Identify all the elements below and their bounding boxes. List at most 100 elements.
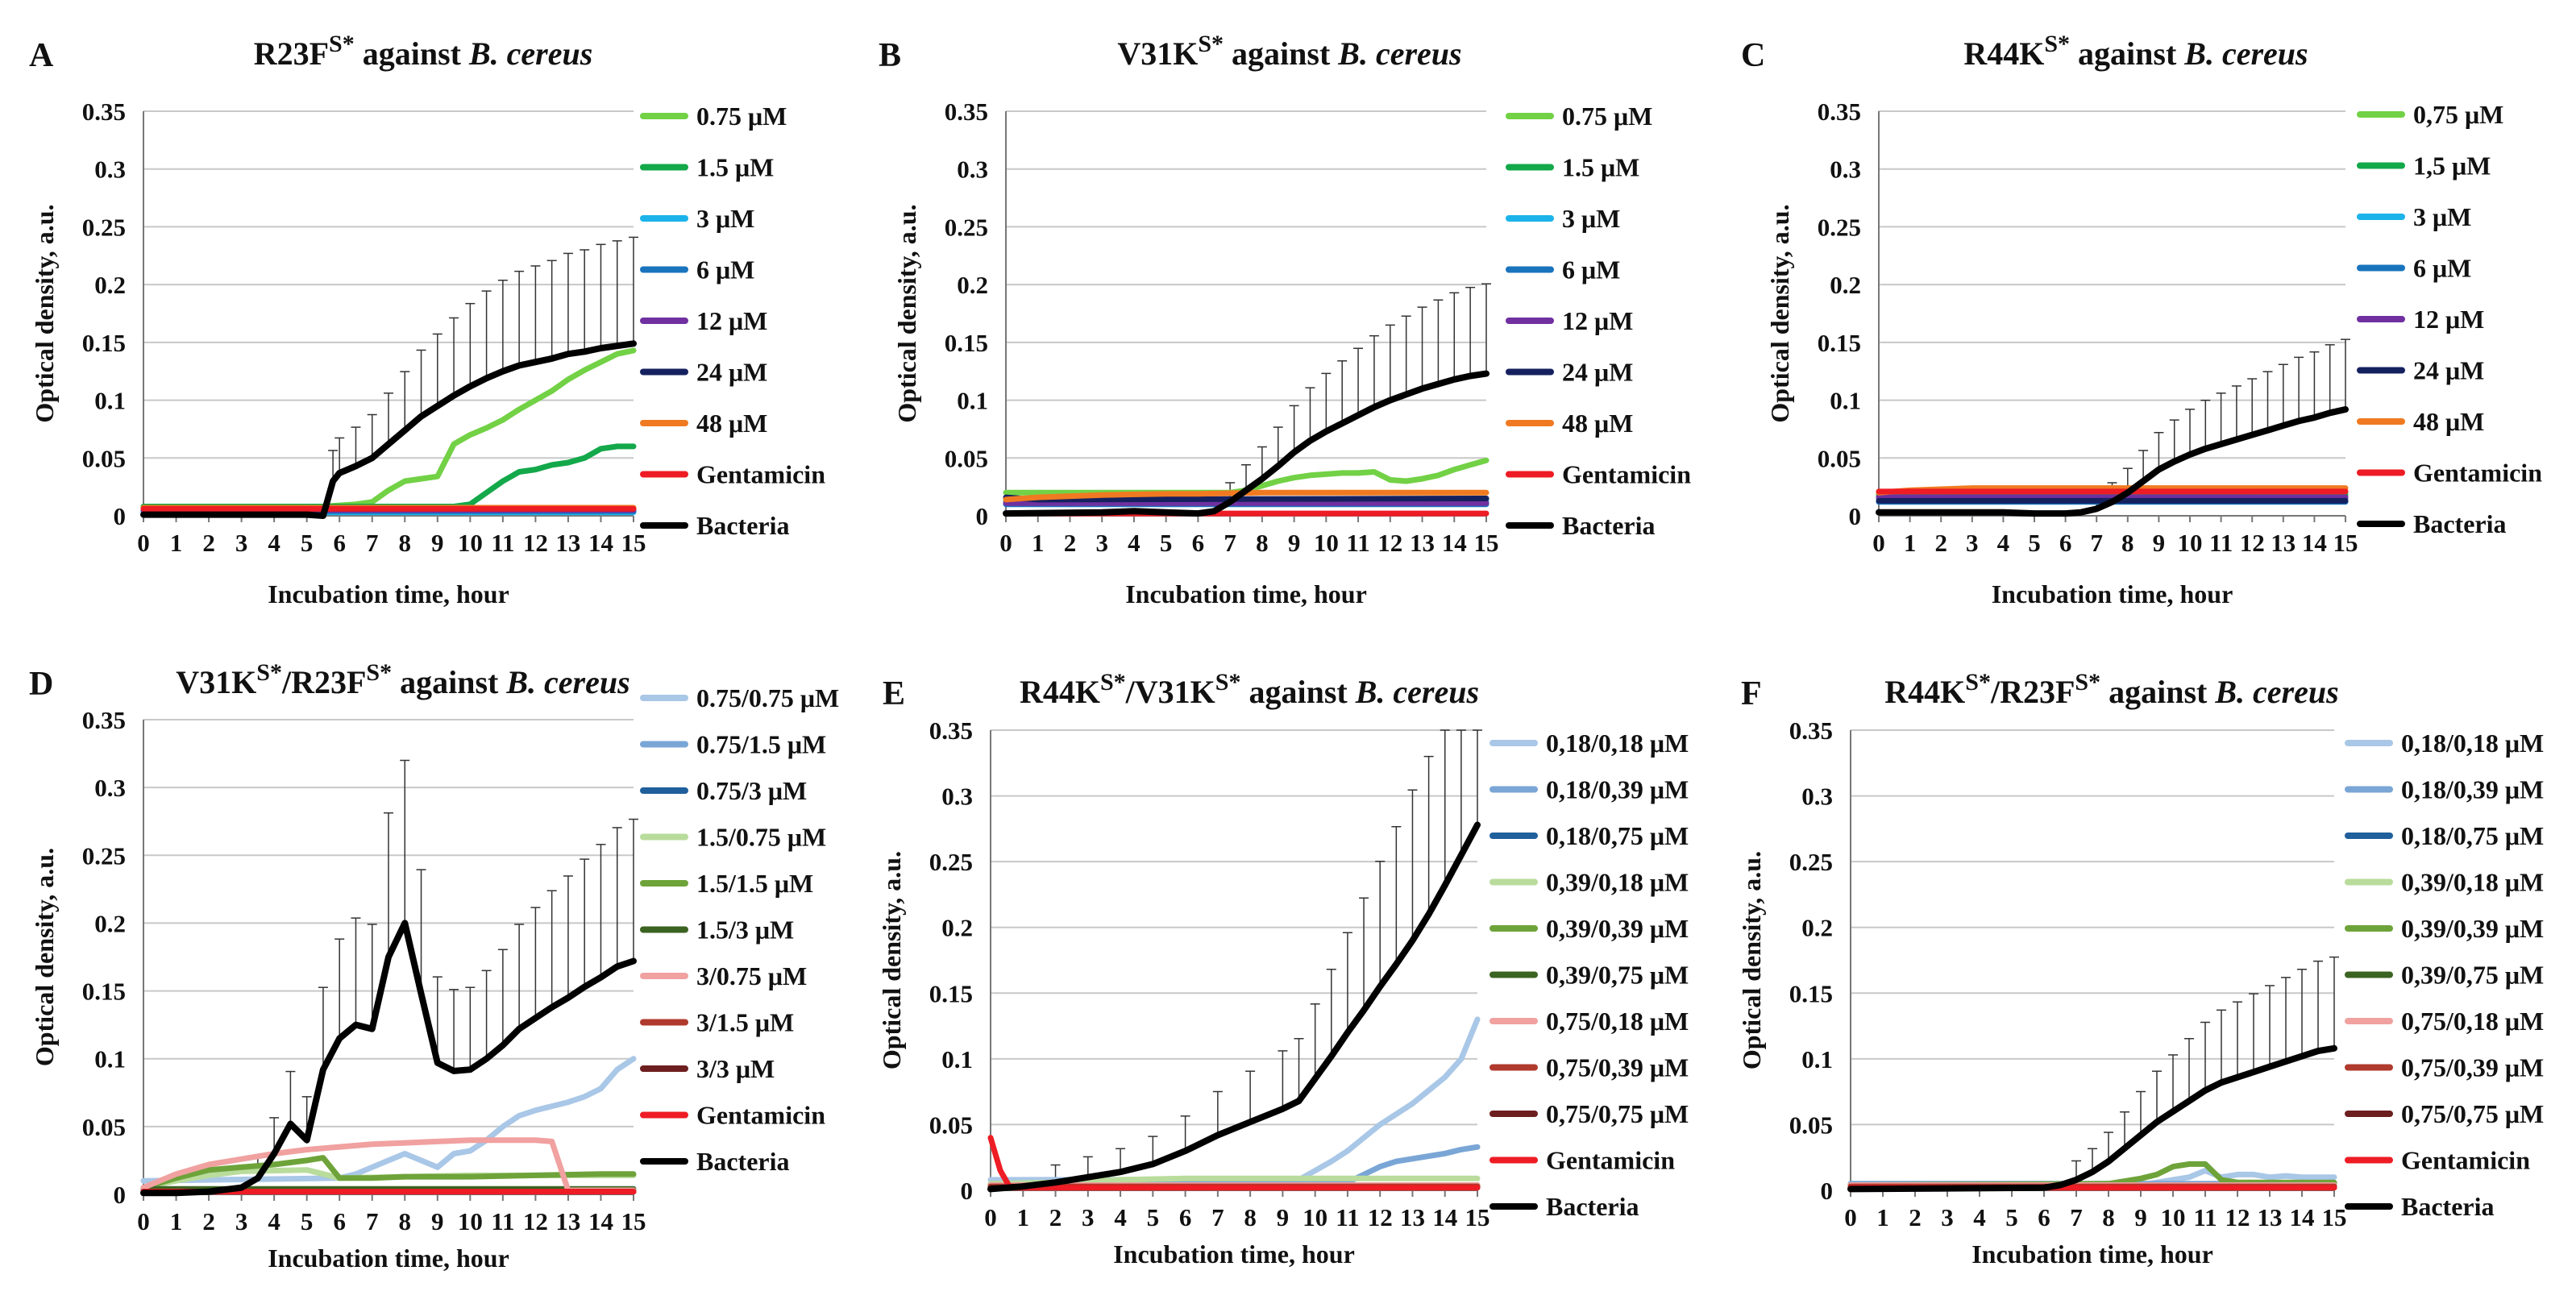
y-tick-label: 0.05 — [1818, 444, 1861, 472]
x-tick-label: 0 — [137, 1207, 150, 1235]
x-tick-label: 10 — [1314, 529, 1339, 557]
series-line-1-5-m — [140, 443, 637, 509]
y-tick-label: 0.3 — [1801, 783, 1833, 811]
x-tick-label: 8 — [399, 529, 412, 557]
y-tick-label: 0.15 — [82, 978, 126, 1006]
series-line-bacteria — [987, 821, 1481, 1193]
x-tick-label: 3 — [1082, 1203, 1095, 1231]
legend-label: Gentamicin — [696, 460, 825, 489]
x-tick-label: 3 — [1941, 1203, 1954, 1231]
y-tick-label: 0.25 — [929, 848, 973, 876]
x-axis-label: Incubation time, hour — [268, 579, 509, 608]
y-tick-label: 0.25 — [1789, 848, 1833, 876]
y-tick-label: 0.35 — [1789, 716, 1833, 745]
legend-label: 1.5/0.75 μM — [696, 823, 826, 852]
y-tick-label: 0.25 — [82, 213, 126, 241]
x-tick-label: 11 — [491, 529, 514, 557]
y-tick-label: 0.1 — [94, 387, 126, 415]
legend-label: 0.75/0.75 μM — [696, 683, 839, 712]
x-tick-label: 11 — [491, 1207, 514, 1235]
series-line-3-0-75-m — [140, 1137, 637, 1194]
y-axis-label: Optical density, a.u. — [877, 851, 906, 1069]
y-tick-label: 0.2 — [1830, 271, 1861, 299]
series-line-0-75-m — [1003, 457, 1490, 496]
legend-label: 1,5 μM — [2413, 152, 2491, 181]
x-tick-label: 3 — [235, 1207, 248, 1235]
x-tick-label: 15 — [2322, 1203, 2347, 1231]
chart-title: V31KS* against B. cereus — [1117, 31, 1461, 72]
y-tick-label: 0.1 — [1830, 387, 1861, 415]
x-tick-label: 11 — [2209, 529, 2233, 557]
series-line-0-75-m — [140, 347, 637, 509]
legend-label: Gentamicin — [2401, 1146, 2530, 1175]
y-axis-label: Optical density, a.u. — [892, 204, 921, 422]
legend-label: Bacteria — [1546, 1192, 1639, 1221]
legend-label: Gentamicin — [1546, 1146, 1675, 1175]
legend-label: 0.75/3 μM — [696, 776, 807, 805]
y-tick-label: 0 — [1849, 502, 1862, 530]
x-tick-label: 1 — [1032, 529, 1045, 557]
legend-label: 0,75 μM — [2413, 100, 2503, 129]
y-tick-label: 0.1 — [94, 1045, 126, 1073]
x-tick-label: 12 — [2240, 529, 2265, 557]
x-tick-label: 2 — [1934, 529, 1947, 557]
y-tick-label: 0 — [114, 1181, 127, 1209]
x-tick-label: 4 — [1114, 1203, 1127, 1231]
panel-label: B — [879, 37, 901, 74]
chart-panel-D: D V31KS*/R23FS* against B. cereus 0 0.05 0.1… — [29, 659, 839, 1273]
x-tick-label: 6 — [1192, 529, 1205, 557]
x-tick-label: 1 — [1876, 1203, 1889, 1231]
x-tick-label: 8 — [2121, 529, 2134, 557]
x-tick-label: 5 — [1147, 1203, 1160, 1231]
y-tick-label: 0.1 — [957, 387, 988, 415]
x-tick-label: 9 — [2153, 529, 2166, 557]
legend-label: 24 μM — [696, 358, 767, 387]
chart-title: R44KS*/V31KS* against B. cereus — [1020, 669, 1479, 710]
y-tick-label: 0.35 — [82, 706, 126, 734]
y-axis-label: Optical density, a.u. — [1765, 204, 1794, 422]
x-tick-label: 14 — [1442, 529, 1467, 557]
y-tick-label: 0.2 — [94, 271, 126, 299]
chart-panel-B: B V31KS* against B. cereus 0 0.05 0.1 0.15 0.2… — [879, 31, 1691, 608]
x-tick-label: 0 — [1844, 1203, 1857, 1231]
x-tick-label: 1 — [1017, 1203, 1030, 1231]
legend-label: 48 μM — [2413, 407, 2484, 436]
x-tick-label: 11 — [2193, 1203, 2217, 1231]
x-axis-label: Incubation time, hour — [1113, 1239, 1355, 1269]
x-tick-label: 11 — [1336, 1203, 1359, 1231]
legend-label: 1.5/1.5 μM — [696, 869, 813, 898]
x-tick-label: 7 — [1211, 1203, 1224, 1231]
y-tick-label: 0.35 — [82, 98, 126, 126]
x-tick-label: 7 — [1224, 529, 1236, 557]
x-tick-label: 8 — [399, 1207, 412, 1235]
legend-label: Gentamicin — [696, 1101, 825, 1130]
legend-label: 6 μM — [1562, 255, 1620, 284]
y-tick-label: 0.1 — [1801, 1045, 1833, 1073]
x-tick-label: 2 — [1909, 1203, 1922, 1231]
y-tick-label: 0 — [961, 1177, 974, 1205]
x-tick-label: 8 — [1244, 1203, 1257, 1231]
x-tick-label: 10 — [458, 1207, 483, 1235]
legend-label: 0,18/0,75 μM — [2401, 821, 2544, 850]
y-tick-label: 0 — [976, 502, 989, 530]
x-tick-label: 1 — [170, 1207, 183, 1235]
x-tick-label: 6 — [2038, 1203, 2050, 1231]
series-line-bacteria — [1847, 1044, 2337, 1193]
legend-label: 0,75/0,75 μM — [1546, 1099, 1689, 1128]
legend-label: 48 μM — [696, 409, 767, 438]
y-tick-label: 0.25 — [1818, 213, 1861, 241]
panel-label: C — [1741, 37, 1765, 74]
legend-label: 1.5 μM — [1562, 153, 1639, 182]
x-tick-label: 7 — [366, 1207, 379, 1235]
legend-label: 0,39/0,39 μM — [1546, 914, 1689, 943]
series-line-gentamicin — [987, 1135, 1481, 1191]
legend-label: 0,39/0,18 μM — [2401, 868, 2544, 897]
x-tick-label: 15 — [621, 529, 646, 557]
legend-label: 0,75/0,39 μM — [2401, 1053, 2544, 1082]
y-axis-label: Optical density, a.u. — [30, 204, 59, 422]
series-line-1-5-1-5-m — [140, 1155, 637, 1191]
legend-label: 0,75/0,18 μM — [1546, 1007, 1689, 1036]
legend-label: 12 μM — [696, 306, 767, 335]
x-tick-label: 9 — [1277, 1203, 1290, 1231]
